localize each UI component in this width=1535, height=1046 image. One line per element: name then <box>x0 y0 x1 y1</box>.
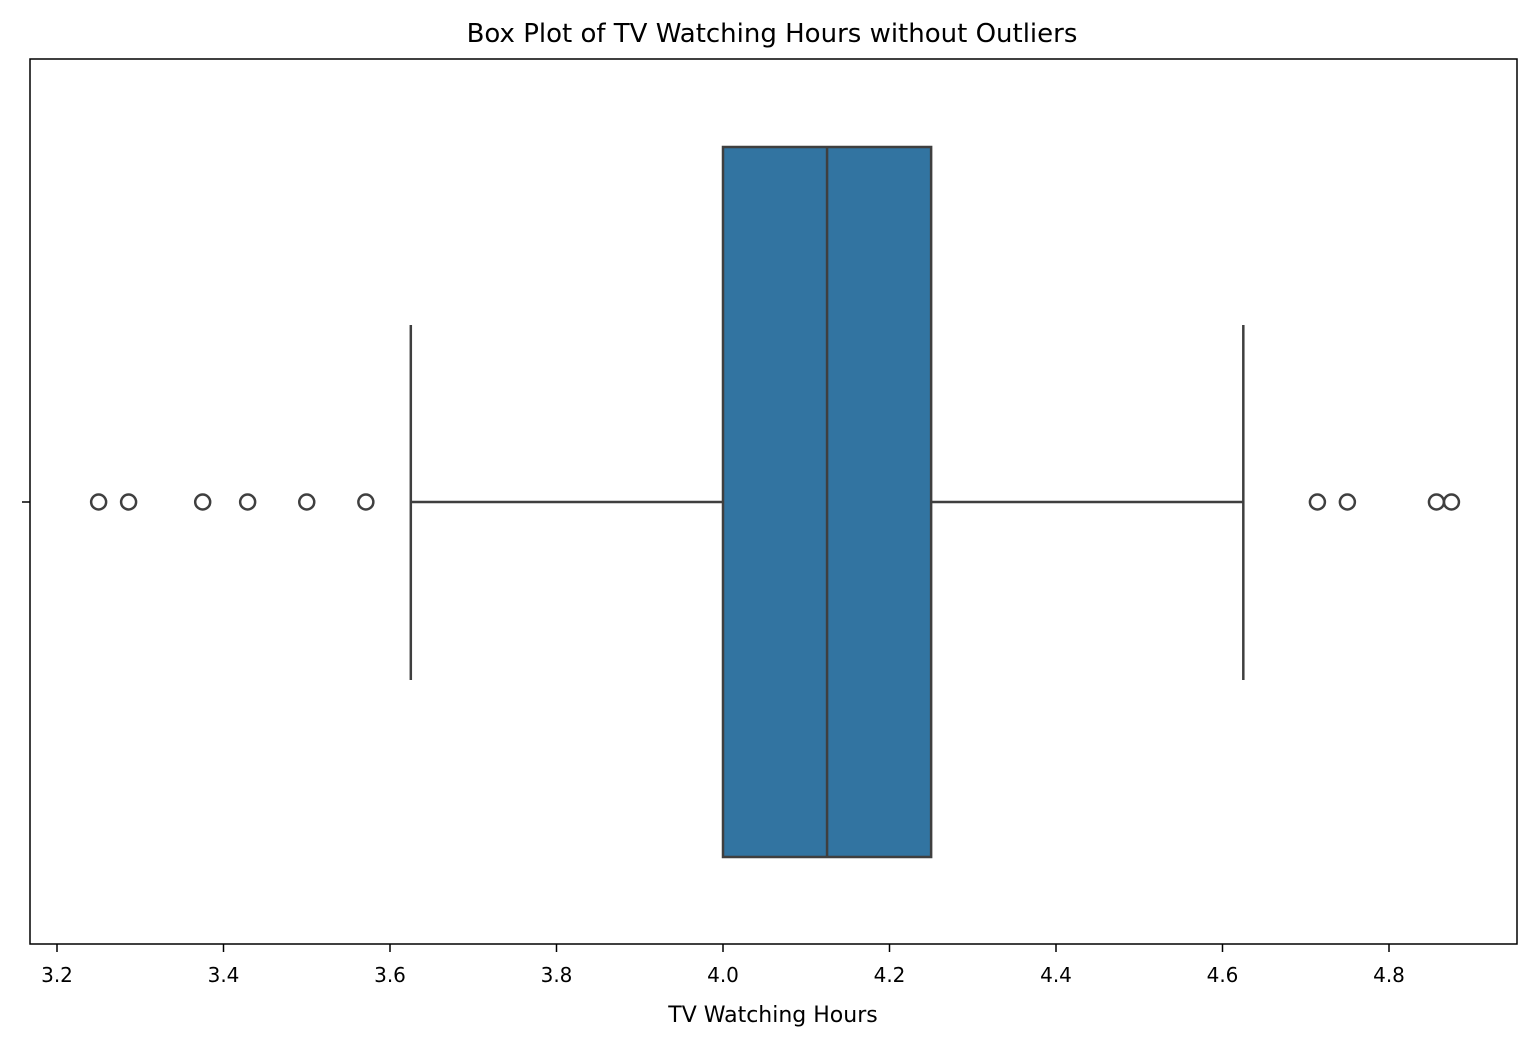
outlier-point <box>89 493 108 511</box>
x-tick-label: 4.4 <box>1040 963 1072 987</box>
x-tick-label: 3.4 <box>208 963 240 987</box>
x-tick-label: 4.0 <box>707 963 739 987</box>
x-tick-label: 4.2 <box>874 963 906 987</box>
outlier-point <box>298 493 316 511</box>
x-tick-label: 3.8 <box>541 963 573 987</box>
outlier-point <box>193 493 212 511</box>
x-tick-label: 4.6 <box>1207 963 1239 987</box>
chart-title: Box Plot of TV Watching Hours without Ou… <box>467 19 1078 49</box>
outlier-point <box>357 493 375 511</box>
x-axis-title: TV Watching Hours <box>667 1003 877 1028</box>
x-tick-label: 3.2 <box>41 963 73 987</box>
outlier-point <box>238 493 257 511</box>
marks-layer <box>89 145 1461 859</box>
outlier-point <box>119 493 138 511</box>
x-tick-label: 3.6 <box>374 963 406 987</box>
outlier-point <box>1442 493 1461 511</box>
outlier-point <box>1338 493 1357 511</box>
outlier-point <box>1308 493 1327 511</box>
x-axis-ticks: 3.2 3.4 3.6 3.8 4.0 4.2 4.4 4.6 4.8 <box>22 501 1405 987</box>
x-tick-label: 4.8 <box>1373 963 1405 987</box>
outlier-point <box>1427 493 1446 511</box>
